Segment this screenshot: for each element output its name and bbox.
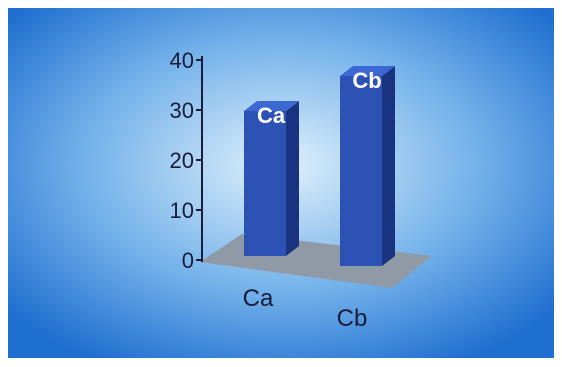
y-tick-label: 10 <box>170 198 194 223</box>
x-category-label: Ca <box>243 285 274 312</box>
bar-data-label: Cb <box>352 68 381 93</box>
bar-side <box>286 101 299 256</box>
bar-data-label: Ca <box>257 103 286 128</box>
bar-side <box>382 66 395 266</box>
y-tick-label: 30 <box>170 98 194 123</box>
y-axis: 0 10 20 30 40 <box>170 48 203 273</box>
y-tick-label: 40 <box>170 48 194 73</box>
bar-front <box>340 76 382 266</box>
y-tick-label: 0 <box>182 248 194 273</box>
bar-top <box>340 66 395 76</box>
category-labels: Ca Cb <box>243 285 368 332</box>
bar-ca: Ca <box>244 101 299 256</box>
bar-front <box>244 111 286 256</box>
bar-top <box>244 101 299 111</box>
y-tick-label: 20 <box>170 148 194 173</box>
x-category-label: Cb <box>337 305 368 332</box>
bars: Ca Cb <box>244 66 395 266</box>
bar-cb: Cb <box>340 66 395 266</box>
